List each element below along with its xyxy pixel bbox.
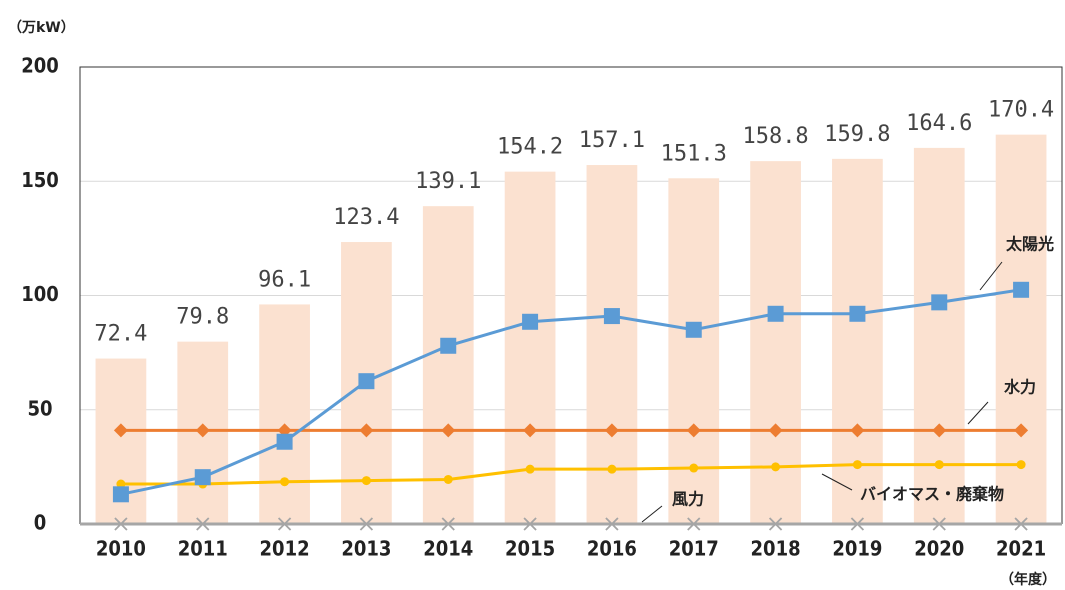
series-label: 水力: [1004, 378, 1036, 397]
series-marker: [276, 433, 293, 450]
series-marker: [114, 517, 128, 531]
y-tick-label: 50: [27, 396, 52, 420]
series-marker: [116, 479, 126, 489]
series-marker: [194, 469, 211, 486]
series-marker: [112, 486, 129, 503]
x-tick-label: 2011: [178, 537, 228, 561]
x-unit: （年度）: [1000, 571, 1056, 588]
series-marker: [1014, 423, 1029, 438]
series-marker: [850, 517, 865, 531]
x-tick-label: 2010: [96, 537, 146, 561]
x-tick-label: 2016: [587, 537, 637, 561]
series-marker: [523, 517, 537, 531]
annotation-leader: [641, 505, 663, 523]
bar-value-label: 159.8: [824, 122, 890, 147]
bar: [995, 134, 1047, 525]
y-tick-label: 0: [34, 511, 47, 535]
series-label: 風力: [672, 490, 704, 509]
series-marker: [687, 517, 701, 531]
series-marker: [768, 517, 783, 531]
series-marker: [113, 423, 128, 438]
annotation-leader: [979, 261, 1003, 291]
x-tick-label: 2014: [423, 537, 473, 561]
series-marker: [686, 423, 701, 438]
series-marker: [850, 423, 865, 438]
y-unit: （万kW）: [8, 20, 75, 36]
bar: [259, 304, 310, 524]
series-marker: [196, 517, 210, 531]
x-tick-label: 2019: [832, 537, 882, 561]
series-marker: [522, 313, 539, 330]
series-marker: [358, 373, 375, 390]
bar-value-label: 123.4: [333, 205, 399, 230]
series-marker: [1014, 517, 1028, 531]
y-tick-label: 200: [21, 54, 59, 78]
bar-value-label: 96.1: [258, 267, 311, 292]
x-tick-label: 2020: [914, 537, 964, 561]
x-tick-label: 2012: [260, 537, 310, 561]
series-marker: [685, 321, 702, 338]
plot-frame: [79, 66, 1063, 524]
series-marker: [443, 474, 453, 484]
x-tick-label: 2018: [751, 537, 801, 561]
series-marker: [604, 423, 619, 438]
series-marker: [523, 423, 538, 438]
bar: [422, 206, 474, 524]
series-marker: [932, 423, 947, 438]
series-marker: [849, 305, 866, 322]
series-marker: [931, 294, 948, 311]
bar-value-label: 154.2: [497, 135, 563, 160]
series-label: バイオマス・廃棄物: [860, 485, 1004, 504]
bar-value-label: 151.3: [661, 141, 727, 166]
series-label: 太陽光: [1005, 235, 1054, 254]
series-line: [120, 463, 1022, 486]
annotation-leader: [821, 473, 853, 491]
x-tick-label: 2017: [669, 537, 719, 561]
annotation-leader: [967, 401, 989, 425]
series-marker: [440, 337, 457, 354]
bar-value-label: 157.1: [579, 128, 645, 153]
series-marker: [525, 464, 535, 474]
series-marker: [852, 460, 862, 470]
series-marker: [1013, 281, 1030, 298]
series-marker: [767, 305, 784, 322]
series-marker: [195, 423, 210, 438]
series-marker: [441, 517, 455, 531]
series-marker: [607, 464, 617, 474]
series-marker: [441, 423, 456, 438]
bar-value-label: 170.4: [988, 98, 1054, 123]
series-marker: [359, 517, 374, 531]
series-marker: [1016, 460, 1026, 470]
series-marker: [277, 517, 292, 531]
series-marker: [361, 476, 371, 486]
bar-value-label: 79.8: [176, 305, 229, 330]
bar: [832, 158, 883, 524]
series-marker: [934, 460, 944, 470]
series-marker: [280, 477, 290, 487]
y-tick-label: 150: [21, 168, 59, 192]
series-marker: [359, 423, 374, 438]
bar: [586, 165, 638, 525]
series-marker: [605, 517, 619, 531]
bar-value-label: 164.6: [906, 111, 972, 136]
y-tick-label: 100: [21, 282, 59, 306]
bar-value-label: 139.1: [415, 169, 481, 194]
series-marker: [603, 308, 620, 325]
series-marker: [771, 462, 781, 472]
x-tick-label: 2021: [996, 537, 1046, 561]
bar-value-label: 72.4: [94, 322, 147, 347]
series-marker: [689, 463, 699, 473]
bar-value-label: 158.8: [742, 124, 808, 149]
series-marker: [768, 423, 783, 438]
x-tick-label: 2015: [505, 537, 555, 561]
series-line: [120, 288, 1022, 496]
x-tick-label: 2013: [341, 537, 391, 561]
series-marker: [932, 517, 946, 531]
